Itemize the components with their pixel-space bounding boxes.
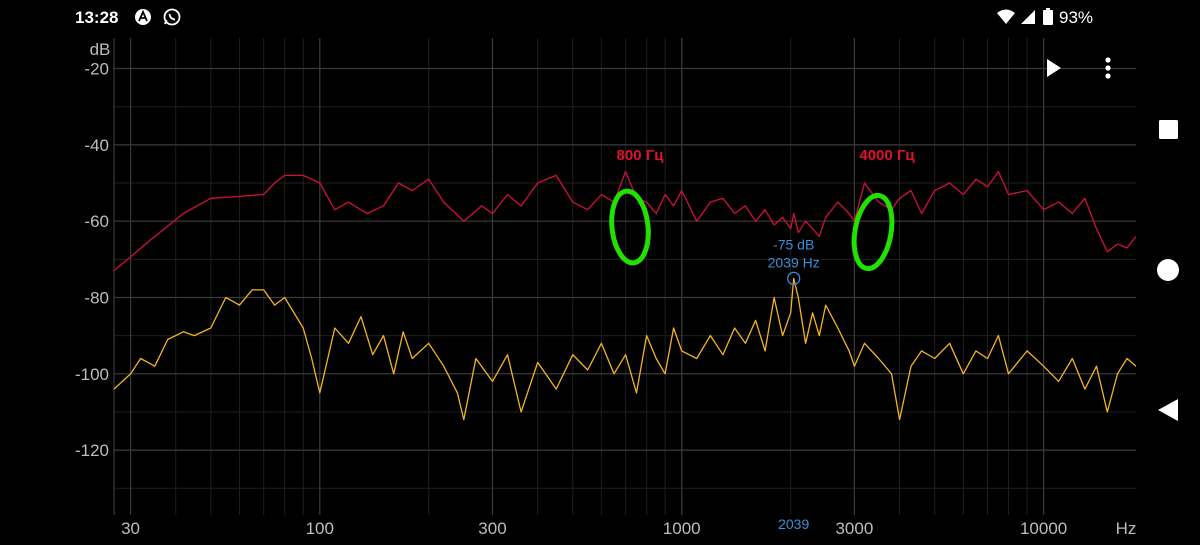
y-tick-label: -100	[75, 365, 109, 384]
x-axis-tick-labels: 30 100 300 1000 3000 10000	[121, 519, 1067, 538]
play-icon	[1047, 59, 1061, 77]
y-tick-label: -40	[84, 136, 109, 155]
cursor-axis-label: 2039	[778, 516, 809, 532]
signal-icon	[1021, 10, 1035, 24]
whatsapp-icon	[163, 8, 181, 26]
cursor-db-label: -75 dB	[773, 236, 814, 252]
x-tick-label: 30	[121, 519, 140, 538]
annotation-circle-4000	[851, 192, 895, 272]
y-tick-label: -80	[84, 288, 109, 307]
more-vertical-icon	[1105, 57, 1111, 79]
cursor-marker[interactable]	[787, 271, 801, 286]
red-spectrum-line	[113, 170, 1136, 272]
y-tick-label: -20	[84, 60, 109, 79]
home-circle-icon[interactable]	[1157, 259, 1179, 281]
y-tick-label: -60	[84, 212, 109, 231]
status-time: 13:28	[75, 8, 119, 27]
x-axis-unit-label: Hz	[1116, 519, 1136, 538]
x-tick-label: 100	[306, 519, 334, 538]
more-options-button[interactable]	[1096, 54, 1120, 82]
chart-minor-grid	[114, 38, 1136, 515]
notification-a-icon	[135, 9, 151, 25]
recents-square-icon[interactable]	[1159, 120, 1178, 139]
annotation-label-800: 800 Гц	[617, 147, 665, 164]
cursor-hz-label: 2039 Hz	[768, 254, 820, 270]
status-bar: 13:28 93%	[0, 0, 1200, 36]
y-axis-tick-labels: -20 -40 -60 -80 -100 -120	[75, 60, 109, 461]
annotations: 800 Гц 4000 Гц	[609, 147, 915, 272]
spectrum-series	[113, 170, 1136, 421]
annotation-circle-800	[609, 188, 651, 266]
y-axis-unit-label: dB	[90, 40, 111, 59]
frequency-cursor[interactable]: -75 dB 2039 Hz 2039	[768, 236, 820, 532]
battery-level: 93%	[1059, 8, 1094, 27]
battery-icon	[1043, 8, 1053, 25]
x-tick-label: 10000	[1020, 519, 1067, 538]
x-tick-label: 300	[478, 519, 506, 538]
back-triangle-icon[interactable]	[1158, 399, 1178, 421]
chart-major-grid	[113, 38, 1136, 515]
x-tick-label: 3000	[835, 519, 873, 538]
navigation-bar	[1136, 0, 1200, 540]
yellow-spectrum-line	[113, 277, 1136, 421]
x-tick-label: 1000	[663, 519, 701, 538]
annotation-label-4000: 4000 Гц	[859, 147, 915, 164]
play-button[interactable]	[1036, 54, 1072, 82]
wifi-icon	[997, 9, 1015, 24]
y-tick-label: -120	[75, 441, 109, 460]
spectrum-chart[interactable]: -20 -40 -60 -80 -100 -120 30 100 300 1000 3000 100…	[0, 0, 1136, 540]
